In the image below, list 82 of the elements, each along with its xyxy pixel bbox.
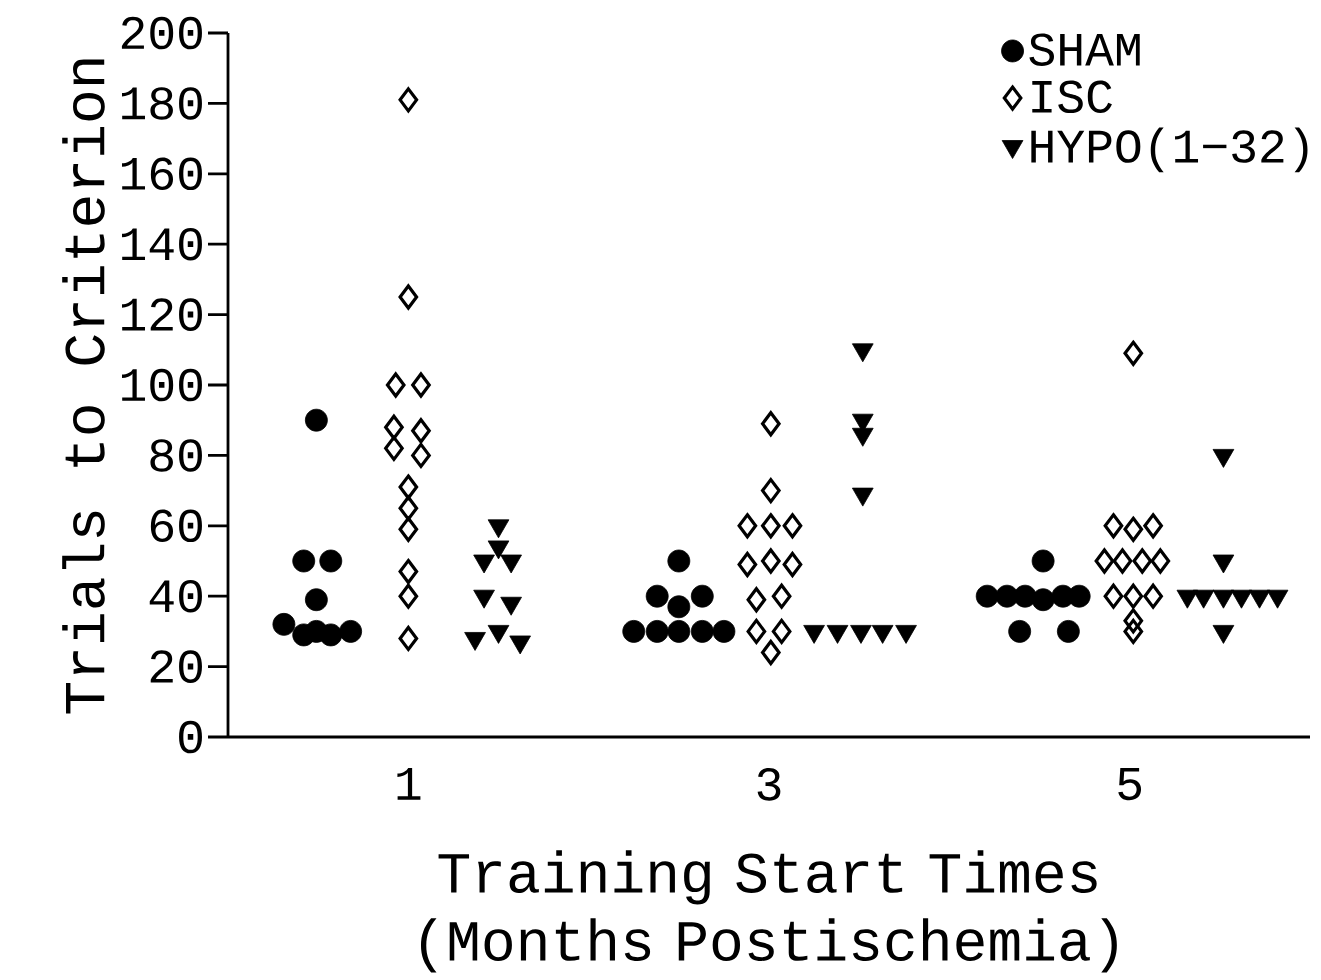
point <box>398 474 419 500</box>
y-tick-label: 140 <box>122 227 202 261</box>
point <box>690 620 714 643</box>
point <box>1094 548 1115 574</box>
y-tick-label: 80 <box>150 439 202 472</box>
point <box>667 595 691 619</box>
point <box>1132 548 1153 574</box>
point <box>292 549 316 573</box>
point <box>1123 608 1144 634</box>
point <box>385 372 406 398</box>
point <box>995 584 1019 608</box>
y-tick-label: 0 <box>179 720 202 754</box>
x-tick-label: 5 <box>1118 768 1142 801</box>
point <box>411 418 431 444</box>
point <box>1031 588 1055 612</box>
x-tick-label: 3 <box>757 768 781 801</box>
point <box>1123 583 1144 609</box>
point <box>398 583 419 609</box>
point <box>411 442 431 468</box>
point <box>782 513 803 539</box>
y-tick-label: 160 <box>122 157 202 191</box>
point <box>667 549 691 573</box>
point <box>771 618 792 644</box>
point <box>712 620 736 643</box>
point <box>411 372 431 398</box>
point <box>760 513 781 539</box>
y-tick-label: 180 <box>122 87 202 120</box>
point <box>760 411 781 437</box>
point <box>1103 513 1124 539</box>
legend-label: ISC <box>1032 80 1112 114</box>
point <box>760 548 781 574</box>
point <box>746 587 767 613</box>
y-tick-label: 200 <box>121 16 202 50</box>
point <box>645 620 669 643</box>
y-tick-label: 40 <box>149 579 202 613</box>
point <box>760 478 781 504</box>
point <box>1143 583 1163 609</box>
point <box>398 558 419 585</box>
point <box>690 584 714 608</box>
y-tick-label: 100 <box>122 368 202 402</box>
y-tick-label: 20 <box>150 650 202 683</box>
point <box>1013 584 1037 608</box>
x-axis-title: Training Start Times (Months Postischemia) <box>420 850 1117 973</box>
point <box>737 513 758 539</box>
point <box>746 618 767 644</box>
point <box>398 284 419 310</box>
point <box>737 551 758 578</box>
point <box>398 516 419 542</box>
y-tick-label: 60 <box>150 509 202 543</box>
point <box>782 551 803 578</box>
point <box>1123 516 1144 542</box>
point <box>975 584 999 608</box>
point <box>398 87 419 113</box>
legend-label: SHAM <box>1029 33 1140 66</box>
point <box>1103 583 1124 609</box>
point <box>771 583 792 609</box>
point <box>1150 548 1171 574</box>
point <box>622 620 646 643</box>
point <box>1031 549 1055 573</box>
point <box>304 408 328 432</box>
point <box>1056 620 1080 643</box>
point <box>319 549 343 573</box>
point <box>304 588 328 612</box>
point <box>319 623 343 647</box>
y-tick-label: 120 <box>122 298 202 331</box>
point <box>667 620 691 643</box>
point <box>1008 620 1032 643</box>
point <box>1123 618 1144 644</box>
point <box>1112 548 1133 574</box>
point <box>398 495 419 521</box>
point <box>398 625 419 652</box>
point <box>645 584 669 608</box>
y-axis-title: Trials to Criterion <box>62 59 105 714</box>
point <box>1143 513 1163 539</box>
point <box>272 612 296 636</box>
point <box>1123 340 1144 366</box>
point <box>384 435 404 461</box>
point <box>384 414 404 440</box>
point <box>760 639 781 666</box>
x-tick-label: 1 <box>397 768 421 800</box>
point <box>339 620 363 643</box>
legend-label: HYPO(1−32) <box>1031 127 1308 173</box>
